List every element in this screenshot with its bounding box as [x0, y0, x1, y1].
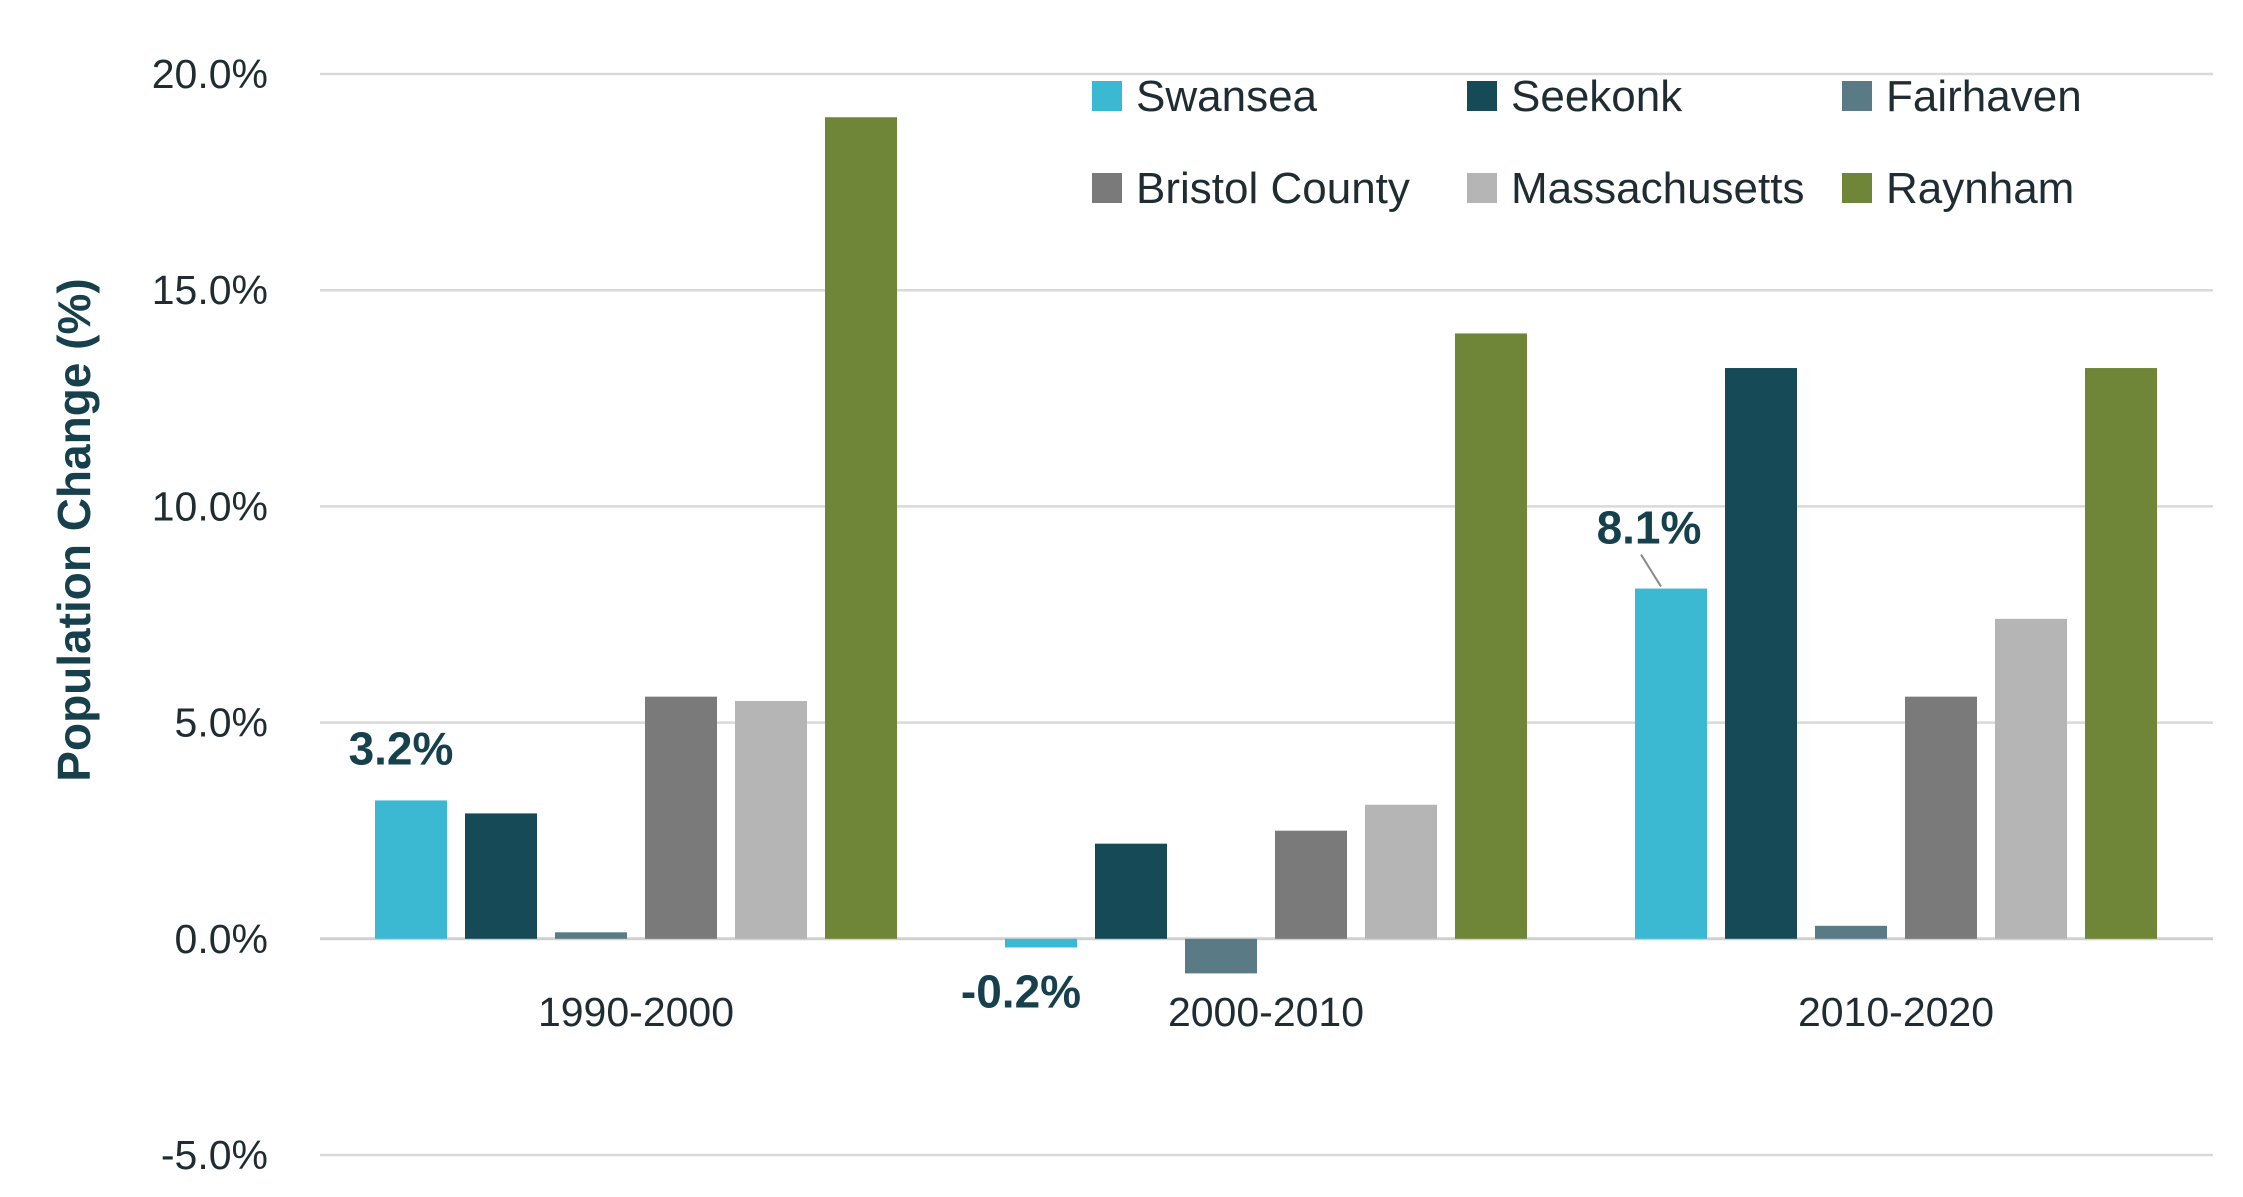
bar-fairhaven-2000-2010: [1185, 938, 1257, 974]
y-axis-ticks: 20.0% 15.0% 10.0% 5.0% 0.0% -5.0%: [152, 51, 268, 1178]
bar-seekonk-1990-2000: [465, 813, 537, 939]
legend-swatch: [1467, 81, 1497, 111]
legend-label: Massachusetts: [1511, 164, 1804, 213]
x-tick-label: 1990-2000: [538, 989, 734, 1035]
y-axis-title: Population Change (%): [48, 278, 100, 781]
data-label: 3.2%: [349, 722, 454, 774]
legend-swatch: [1842, 173, 1872, 203]
bar-massachusetts-2010-2020: [1995, 618, 2067, 939]
legend-label: Seekonk: [1511, 72, 1683, 121]
x-axis-ticks: 1990-2000 2000-2010 2010-2020: [538, 989, 1994, 1035]
bar-fairhaven-1990-2000: [555, 932, 627, 939]
legend-label: Bristol County: [1136, 164, 1410, 213]
y-tick-label: 0.0%: [175, 916, 268, 962]
bar-bristol-county-1990-2000: [645, 696, 717, 939]
y-tick-label: 5.0%: [175, 700, 268, 746]
x-tick-label: 2010-2020: [1798, 989, 1994, 1035]
legend-label: Fairhaven: [1886, 72, 2082, 121]
legend: Swansea Seekonk Fairhaven Bristol County Mas…: [1092, 72, 2082, 213]
bar-swansea-2010-2020: [1635, 588, 1707, 939]
bar-seekonk-2010-2020: [1725, 368, 1797, 939]
bar-swansea-1990-2000: [375, 800, 447, 939]
bar-raynham-2000-2010: [1455, 333, 1527, 939]
legend-label: Raynham: [1886, 164, 2074, 213]
bar-massachusetts-1990-2000: [735, 700, 807, 939]
y-tick-label: 10.0%: [152, 483, 268, 529]
bar-raynham-2010-2020: [2085, 368, 2157, 939]
legend-swatch: [1467, 173, 1497, 203]
y-tick-label: -5.0%: [161, 1132, 268, 1178]
legend-swatch: [1092, 81, 1122, 111]
data-label: 8.1%: [1597, 502, 1702, 554]
bar-fairhaven-2010-2020: [1815, 925, 1887, 939]
legend-swatch: [1842, 81, 1872, 111]
y-tick-label: 15.0%: [152, 267, 268, 313]
bar-bristol-county-2000-2010: [1275, 830, 1347, 939]
x-tick-label: 2000-2010: [1168, 989, 1364, 1035]
bar-raynham-1990-2000: [825, 117, 897, 939]
bar-seekonk-2000-2010: [1095, 843, 1167, 939]
gridlines: [320, 72, 2213, 1157]
legend-label: Swansea: [1136, 72, 1318, 121]
bar-bristol-county-2010-2020: [1905, 696, 1977, 939]
bar-swansea-2000-2010: [1005, 938, 1077, 948]
data-labels: 3.2% -0.2% 8.1%: [349, 502, 1702, 1018]
bar-massachusetts-2000-2010: [1365, 804, 1437, 939]
legend-swatch: [1092, 173, 1122, 203]
data-label-leader: [1640, 554, 1662, 588]
y-tick-label: 20.0%: [152, 51, 268, 97]
bars: [375, 117, 2157, 974]
data-label: -0.2%: [961, 965, 1081, 1017]
